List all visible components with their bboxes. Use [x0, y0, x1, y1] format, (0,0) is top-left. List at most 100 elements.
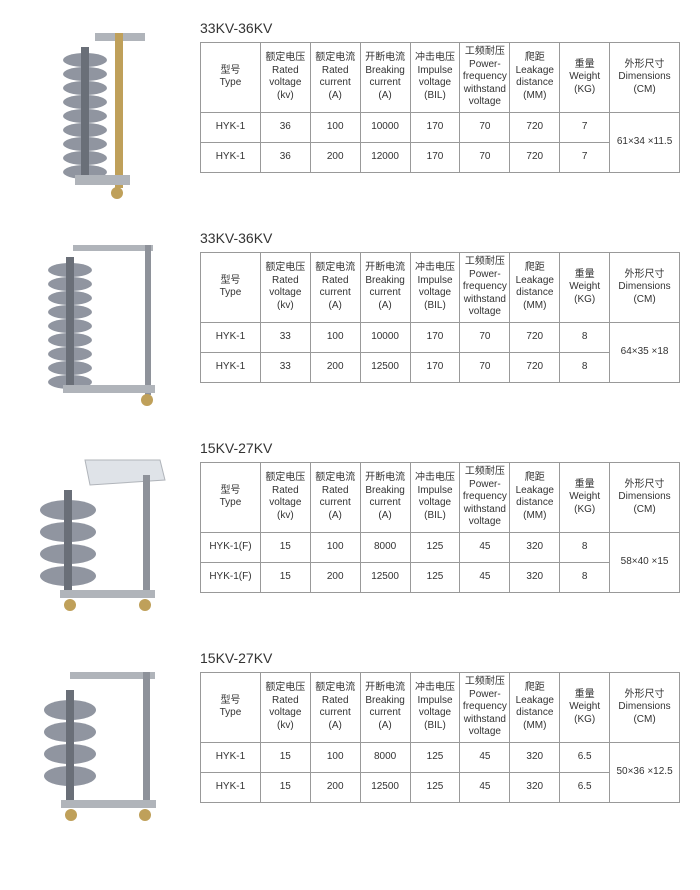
column-header: 外形尺寸Dimensions (CM): [610, 673, 680, 743]
product-section: 33KV-36KV型号Type额定电压Rated voltage (kv)额定电…: [20, 230, 680, 420]
cell-rc: 200: [310, 142, 360, 172]
header-zh: 型号: [203, 695, 258, 708]
column-header: 型号Type: [201, 43, 261, 113]
cell-type: HYK-1: [201, 112, 261, 142]
cell-ld: 320: [510, 772, 560, 802]
header-zh: 冲击电压: [413, 52, 458, 65]
column-header: 额定电压Rated voltage (kv): [260, 463, 310, 533]
header-zh: 爬距: [512, 52, 557, 65]
header-zh: 工频耐压: [462, 676, 507, 689]
cell-ld: 720: [510, 352, 560, 382]
column-header: 冲击电压Impulse voltage (BIL): [410, 463, 460, 533]
cell-ld: 720: [510, 142, 560, 172]
column-header: 工频耐压Power-frequency withstand voltage: [460, 43, 510, 113]
cell-pf: 70: [460, 112, 510, 142]
section-title: 15KV-27KV: [200, 440, 680, 456]
header-en: Rated current (A): [313, 485, 358, 523]
column-header: 冲击电压Impulse voltage (BIL): [410, 673, 460, 743]
cell-rv: 36: [260, 112, 310, 142]
cell-rv: 15: [260, 772, 310, 802]
table-row: HYK-1(F)1520012500125453208: [201, 562, 680, 592]
spec-table: 型号Type额定电压Rated voltage (kv)额定电流Rated cu…: [200, 252, 680, 383]
header-en: Breaking current (A): [363, 485, 408, 523]
column-header: 额定电流Rated current (A): [310, 673, 360, 743]
header-en: Rated voltage (kv): [263, 275, 308, 313]
header-en: Leakage distance (MM): [512, 695, 557, 733]
header-zh: 开断电流: [363, 262, 408, 275]
header-zh: 重量: [562, 479, 607, 492]
cell-type: HYK-1: [201, 742, 261, 772]
header-zh: 额定电压: [263, 472, 308, 485]
header-zh: 冲击电压: [413, 682, 458, 695]
cell-pf: 45: [460, 772, 510, 802]
header-en: Weight (KG): [562, 701, 607, 726]
header-zh: 爬距: [512, 472, 557, 485]
header-en: Type: [203, 77, 258, 90]
column-header: 重量Weight (KG): [560, 463, 610, 533]
header-zh: 冲击电压: [413, 472, 458, 485]
section-title: 33KV-36KV: [200, 20, 680, 36]
cell-bc: 12500: [360, 562, 410, 592]
column-header: 型号Type: [201, 253, 261, 323]
cell-bc: 8000: [360, 532, 410, 562]
cell-pf: 45: [460, 562, 510, 592]
product-image: [20, 230, 180, 420]
header-zh: 外形尺寸: [612, 689, 677, 702]
column-header: 爬距Leakage distance (MM): [510, 253, 560, 323]
header-zh: 额定电流: [313, 682, 358, 695]
column-header: 外形尺寸Dimensions (CM): [610, 463, 680, 533]
table-area: 15KV-27KV型号Type额定电压Rated voltage (kv)额定电…: [200, 440, 680, 593]
header-en: Rated current (A): [313, 275, 358, 313]
header-en: Type: [203, 707, 258, 720]
cell-wt: 7: [560, 142, 610, 172]
cell-pf: 45: [460, 532, 510, 562]
cell-iv: 125: [410, 772, 460, 802]
table-row: HYK-13320012500170707208: [201, 352, 680, 382]
cell-rc: 100: [310, 112, 360, 142]
cell-rc: 100: [310, 742, 360, 772]
cell-rc: 200: [310, 352, 360, 382]
column-header: 开断电流Breaking current (A): [360, 43, 410, 113]
table-area: 33KV-36KV型号Type额定电压Rated voltage (kv)额定电…: [200, 230, 680, 383]
cell-rc: 100: [310, 322, 360, 352]
column-header: 额定电压Rated voltage (kv): [260, 43, 310, 113]
column-header: 外形尺寸Dimensions (CM): [610, 253, 680, 323]
column-header: 工频耐压Power-frequency withstand voltage: [460, 673, 510, 743]
column-header: 开断电流Breaking current (A): [360, 673, 410, 743]
cell-type: HYK-1: [201, 352, 261, 382]
cell-ld: 720: [510, 322, 560, 352]
cell-rv: 15: [260, 562, 310, 592]
column-header: 重量Weight (KG): [560, 43, 610, 113]
column-header: 重量Weight (KG): [560, 253, 610, 323]
column-header: 开断电流Breaking current (A): [360, 463, 410, 533]
header-en: Weight (KG): [562, 281, 607, 306]
header-en: Type: [203, 287, 258, 300]
table-area: 15KV-27KV型号Type额定电压Rated voltage (kv)额定电…: [200, 650, 680, 803]
column-header: 冲击电压Impulse voltage (BIL): [410, 43, 460, 113]
header-en: Rated current (A): [313, 65, 358, 103]
table-row: HYK-11520012500125453206.5: [201, 772, 680, 802]
spec-table: 型号Type额定电压Rated voltage (kv)额定电流Rated cu…: [200, 672, 680, 803]
table-row: HYK-1(F)15100800012545320858×40 ×15: [201, 532, 680, 562]
header-en: Dimensions (CM): [612, 71, 677, 96]
cell-rv: 33: [260, 352, 310, 382]
spec-table: 型号Type额定电压Rated voltage (kv)额定电流Rated cu…: [200, 42, 680, 173]
column-header: 爬距Leakage distance (MM): [510, 463, 560, 533]
header-en: Breaking current (A): [363, 695, 408, 733]
header-en: Dimensions (CM): [612, 701, 677, 726]
header-en: Leakage distance (MM): [512, 65, 557, 103]
header-zh: 工频耐压: [462, 46, 507, 59]
cell-dimensions: 61×34 ×11.5: [610, 112, 680, 172]
cell-ld: 320: [510, 742, 560, 772]
header-zh: 额定电流: [313, 52, 358, 65]
header-zh: 重量: [562, 269, 607, 282]
product-image: [20, 650, 180, 840]
column-header: 爬距Leakage distance (MM): [510, 43, 560, 113]
header-zh: 额定电压: [263, 262, 308, 275]
header-zh: 冲击电压: [413, 262, 458, 275]
header-zh: 重量: [562, 689, 607, 702]
column-header: 外形尺寸Dimensions (CM): [610, 43, 680, 113]
column-header: 额定电流Rated current (A): [310, 463, 360, 533]
cell-iv: 170: [410, 322, 460, 352]
header-zh: 爬距: [512, 682, 557, 695]
